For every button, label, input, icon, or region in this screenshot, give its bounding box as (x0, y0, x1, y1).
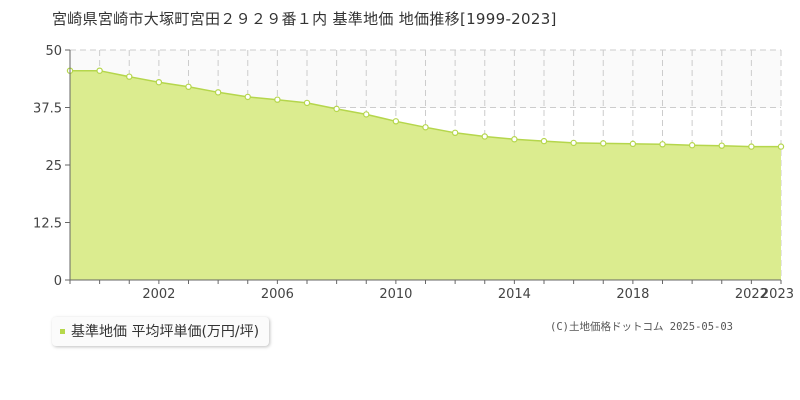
y-tick-label: 37.5 (33, 102, 62, 117)
data-points (66, 67, 785, 150)
data-point (422, 124, 429, 131)
x-tick-label: 2014 (498, 287, 531, 302)
y-tick-labels: 0 12.5 25 37.5 50 (33, 44, 62, 289)
data-point (570, 139, 577, 147)
y-tick-label: 12.5 (33, 217, 62, 232)
data-point (363, 111, 370, 118)
legend-marker (60, 328, 65, 334)
axes (65, 49, 782, 284)
y-tick-label: 50 (45, 44, 62, 59)
data-point (511, 136, 518, 143)
x-tick-label: 2010 (379, 287, 412, 302)
y-tick-label: 0 (54, 274, 62, 289)
data-point (600, 140, 607, 147)
data-point (481, 133, 488, 140)
data-point (155, 78, 163, 86)
legend-label: 基準地価 平均坪単価(万円/坪) (71, 324, 260, 340)
data-point (244, 93, 251, 101)
data-point (718, 142, 725, 149)
data-point (777, 143, 785, 150)
data-point (688, 142, 696, 149)
series-area (70, 70, 781, 280)
data-point (214, 89, 222, 96)
copyright-credit: (C)土地価格ドットコム 2025-05-03 (550, 321, 734, 333)
x-tick-label: 2023 (761, 287, 794, 302)
data-point (303, 99, 311, 107)
data-point (451, 129, 459, 136)
data-point (659, 141, 666, 148)
x-tick-label: 2022 (735, 287, 768, 302)
data-point (748, 143, 755, 150)
data-point (540, 137, 548, 145)
legend: 基準地価 平均坪単価(万円/坪) (52, 317, 270, 346)
data-point (392, 118, 400, 125)
data-point (333, 105, 340, 113)
x-tick-label: 2002 (142, 287, 175, 302)
chart-title: 宮崎県宮崎市大塚町宮田２９２９番１内 基準地価 地価推移[1999-2023] (52, 10, 557, 28)
data-point (274, 96, 281, 103)
data-point (629, 140, 637, 148)
data-point (185, 83, 192, 91)
x-tick-label: 2006 (261, 287, 294, 302)
x-tick-label: 2018 (616, 287, 649, 302)
data-point (96, 67, 103, 74)
data-point (126, 73, 133, 80)
y-tick-label: 25 (45, 159, 62, 174)
